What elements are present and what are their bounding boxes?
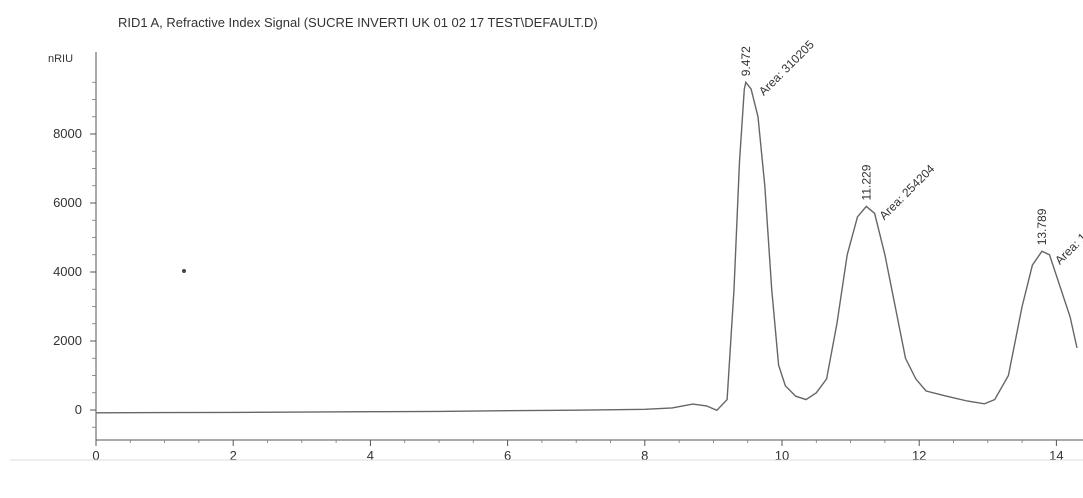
signal-trace [96, 82, 1077, 413]
peak-retention-time: 13.789 [1035, 208, 1049, 245]
y-tick-label: 6000 [53, 195, 82, 210]
y-tick-label: 0 [75, 402, 82, 417]
x-tick-label: 10 [775, 448, 789, 463]
peak-retention-time: 9.472 [739, 46, 753, 76]
plot-area [96, 82, 1077, 413]
chart-title: RID1 A, Refractive Index Signal (SUCRE I… [118, 15, 598, 30]
x-tick-label: 8 [641, 448, 648, 463]
y-tick-label: 2000 [53, 333, 82, 348]
x-tick-label: 12 [912, 448, 926, 463]
x-tick-label: 4 [367, 448, 374, 463]
speck-dot [182, 269, 186, 273]
peak-area-label: Area: 254204 [877, 161, 938, 222]
axes [96, 52, 1083, 440]
y-ticks: 0 2000 4000 6000 8000 [53, 82, 96, 427]
peak-area-label: Area: 1 [1052, 230, 1083, 267]
y-tick-label: 4000 [53, 264, 82, 279]
peak-annotations: 9.472 Area: 310205 11.229 Area: 254204 13.78… [739, 37, 1083, 267]
x-tick-label: 14 [1049, 448, 1063, 463]
x-tick-label: 2 [230, 448, 237, 463]
y-tick-label: 8000 [53, 126, 82, 141]
peak-retention-time: 11.229 [859, 164, 873, 200]
x-tick-label: 6 [504, 448, 511, 463]
x-tick-label: 0 [92, 448, 99, 463]
y-axis-label: nRIU [48, 53, 73, 65]
peak-area-label: Area: 310205 [756, 37, 817, 98]
